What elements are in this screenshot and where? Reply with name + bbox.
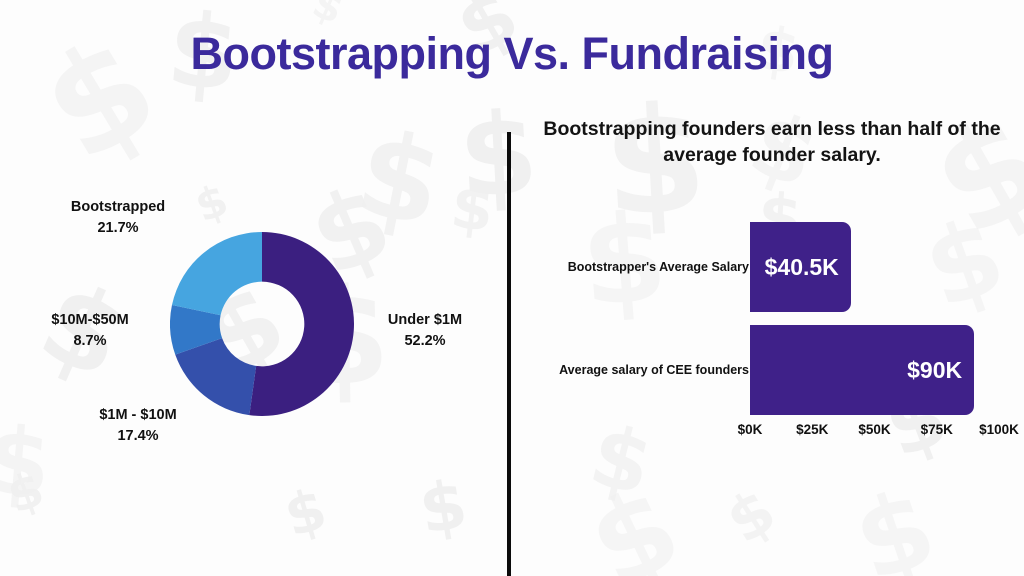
- donut-label-10m-50m-pct: 8.7%: [73, 333, 107, 350]
- bar-value-label-cee-founders: $90K: [907, 356, 963, 383]
- bar-chart-x-axis: $0K $25K $50K $75K $100K: [738, 422, 1019, 444]
- bar-category-label-cee-founders: Average salary of CEE founders: [559, 363, 749, 377]
- donut-label-bootstrapped-pct: 21.7%: [97, 220, 139, 237]
- bar-chart-panel: Bootstrapping founders earn less than ha…: [507, 0, 1024, 576]
- bar-category-label-bootstrapper: Bootstrapper's Average Salary: [567, 260, 749, 274]
- donut-label-bootstrapped: Bootstrapped 21.7%: [38, 197, 198, 239]
- bar-average-salary-cee-founders: $90K: [750, 325, 975, 415]
- bar-bootstrapper-average-salary: $40.5K: [750, 222, 851, 312]
- donut-label-under-1m-pct: 52.2%: [404, 333, 446, 350]
- donut-label-10m-50m-name: $10M-$50M: [51, 312, 129, 328]
- donut-slice: [175, 338, 257, 416]
- donut-slice: [249, 232, 354, 416]
- x-axis-tick-label: $50K: [858, 422, 891, 437]
- donut-slice: [170, 305, 223, 355]
- donut-label-under-1m-name: Under $1M: [387, 312, 463, 328]
- x-axis-tick-label: $0K: [737, 422, 763, 437]
- donut-label-under-1m: Under $1M 52.2%: [355, 310, 495, 352]
- donut-label-bootstrapped-name: Bootstrapped: [70, 199, 166, 215]
- donut-label-1m-10m: $1M - $10M 17.4%: [53, 405, 223, 447]
- donut-label-1m-10m-pct: 17.4%: [117, 428, 159, 445]
- bar-row: Average salary of CEE founders $90K: [507, 325, 1024, 415]
- bar-chart: Bootstrapper's Average Salary $40.5K Ave…: [507, 222, 1024, 447]
- vertical-divider: [507, 132, 511, 576]
- bar-value-label-bootstrapper: $40.5K: [764, 253, 839, 280]
- x-axis-tick-label: $100K: [979, 422, 1019, 437]
- x-axis-tick-label: $25K: [796, 422, 829, 437]
- donut-label-10m-50m: $10M-$50M 8.7%: [10, 310, 170, 352]
- dollar-sign-icon: $: [305, 0, 351, 34]
- donut-label-1m-10m-name: $1M - $10M: [99, 407, 177, 423]
- bar-chart-subheading: Bootstrapping founders earn less than ha…: [543, 118, 1001, 167]
- donut-chart-panel: Bootstrapped 21.7% $10M-$50M 8.7% $1M - …: [0, 100, 507, 576]
- x-axis-tick-label: $75K: [920, 422, 953, 437]
- donut-slice: [171, 232, 262, 316]
- page-title: Bootstrapping Vs. Fundraising: [190, 28, 834, 79]
- donut-chart: [170, 232, 354, 416]
- bar-row: Bootstrapper's Average Salary $40.5K: [507, 222, 1024, 312]
